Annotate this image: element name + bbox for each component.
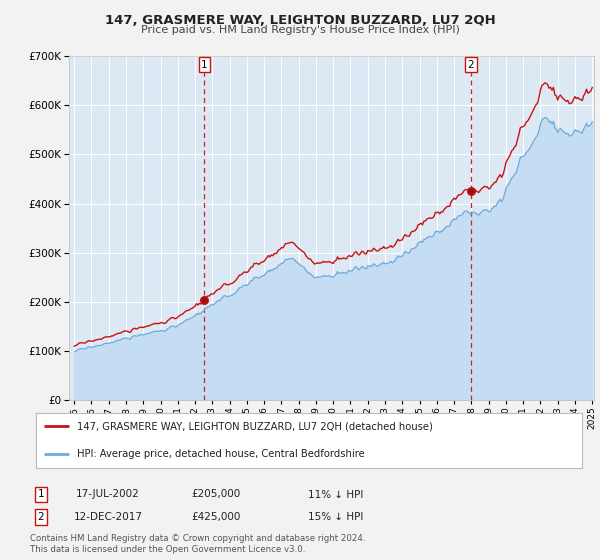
- Text: 1: 1: [37, 489, 44, 500]
- Text: 147, GRASMERE WAY, LEIGHTON BUZZARD, LU7 2QH: 147, GRASMERE WAY, LEIGHTON BUZZARD, LU7…: [104, 14, 496, 27]
- Text: 17-JUL-2002: 17-JUL-2002: [76, 489, 140, 500]
- Text: 15% ↓ HPI: 15% ↓ HPI: [308, 512, 364, 522]
- Text: £425,000: £425,000: [191, 512, 241, 522]
- Text: 2: 2: [37, 512, 44, 522]
- Text: 1: 1: [201, 59, 208, 69]
- Text: Price paid vs. HM Land Registry's House Price Index (HPI): Price paid vs. HM Land Registry's House …: [140, 25, 460, 35]
- Text: 11% ↓ HPI: 11% ↓ HPI: [308, 489, 364, 500]
- Text: Contains HM Land Registry data © Crown copyright and database right 2024.: Contains HM Land Registry data © Crown c…: [30, 534, 365, 543]
- Text: 147, GRASMERE WAY, LEIGHTON BUZZARD, LU7 2QH (detached house): 147, GRASMERE WAY, LEIGHTON BUZZARD, LU7…: [77, 422, 433, 431]
- Text: 2: 2: [467, 59, 474, 69]
- Text: £205,000: £205,000: [191, 489, 241, 500]
- Text: HPI: Average price, detached house, Central Bedfordshire: HPI: Average price, detached house, Cent…: [77, 449, 365, 459]
- Text: 12-DEC-2017: 12-DEC-2017: [74, 512, 143, 522]
- Text: This data is licensed under the Open Government Licence v3.0.: This data is licensed under the Open Gov…: [30, 545, 305, 554]
